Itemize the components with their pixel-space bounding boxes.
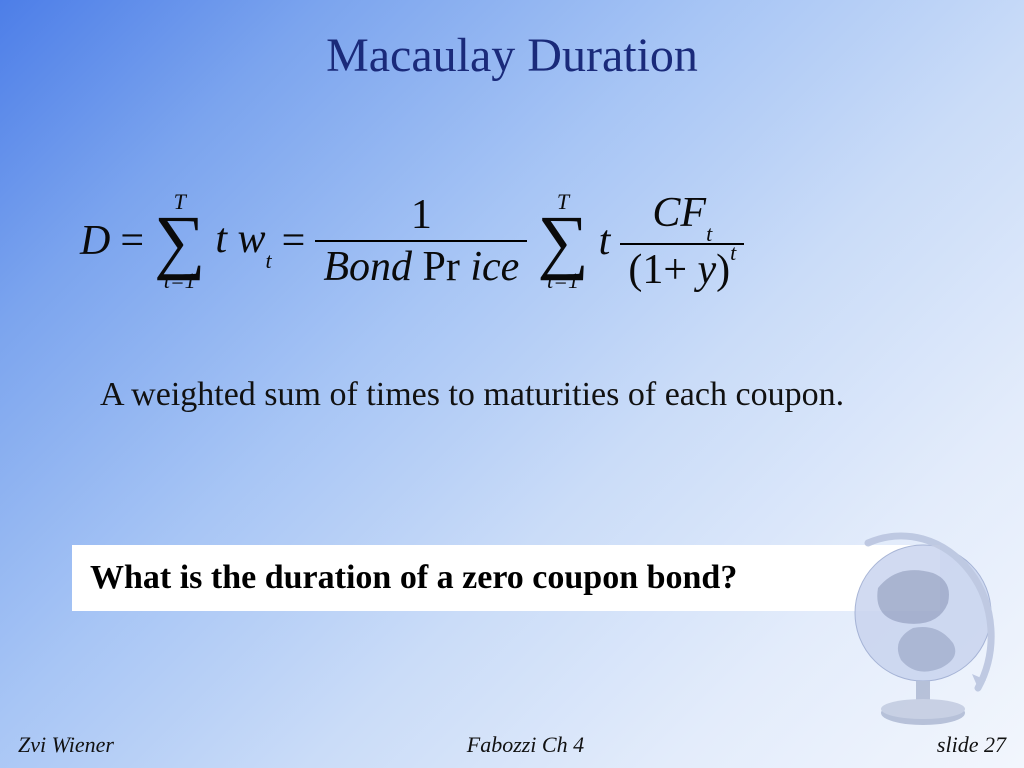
sum2-t: t <box>599 217 611 265</box>
frac1-den-post: ice <box>470 244 519 290</box>
frac1-bar <box>315 240 527 242</box>
frac2-den-close: ) <box>716 247 730 293</box>
sigma-icon-2: ∑ <box>537 213 588 271</box>
duration-formula: D = T ∑ t=1 t wt = 1 Bond Pr ice T ∑ <box>80 190 964 320</box>
formula-row: D = T ∑ t=1 t wt = 1 Bond Pr ice T ∑ <box>80 190 964 293</box>
sum1-w-sub: t <box>266 248 272 273</box>
frac-bondprice: 1 Bond Pr ice <box>315 192 527 290</box>
sum1-w: w <box>238 216 266 262</box>
frac2-bar <box>620 243 744 245</box>
frac1-den: Bond Pr ice <box>315 244 527 290</box>
sum1-t: t <box>215 216 227 262</box>
sum-2: T ∑ t=1 <box>537 191 588 293</box>
question-box: What is the duration of a zero coupon bo… <box>72 545 940 611</box>
sum1-lower: t=1 <box>164 270 196 292</box>
sum2-lower: t=1 <box>547 270 579 292</box>
sum-1: T ∑ t=1 <box>154 191 205 293</box>
equals-1: = <box>120 217 144 265</box>
formula-lhs: D <box>80 217 110 265</box>
frac2-num: CFt <box>644 190 720 241</box>
frac2-den: (1+ y)t <box>620 247 744 293</box>
frac2-num-sub: t <box>706 221 712 246</box>
sigma-icon: ∑ <box>154 213 205 271</box>
footer-center: Fabozzi Ch 4 <box>467 732 584 758</box>
frac2-den-sup: t <box>730 240 736 265</box>
footer-left: Zvi Wiener <box>18 732 114 758</box>
description-text: A weighted sum of times to maturities of… <box>100 370 904 419</box>
globe-icon <box>818 518 1018 728</box>
footer-right: slide 27 <box>937 732 1006 758</box>
frac2-den-plus: + <box>663 247 687 293</box>
frac2-den-open: (1 <box>628 247 663 293</box>
slide-title: Macaulay Duration <box>0 28 1024 83</box>
frac-cf: CFt (1+ y)t <box>620 190 744 293</box>
frac1-den-mid: Pr <box>423 244 460 290</box>
sum1-body: t wt <box>215 215 271 267</box>
frac2-den-y: y <box>698 247 717 293</box>
frac2-num-main: CF <box>652 190 706 236</box>
slide: Macaulay Duration D = T ∑ t=1 t wt = 1 B… <box>0 0 1024 768</box>
frac1-den-pre: Bond <box>323 244 412 290</box>
footer: Zvi Wiener Fabozzi Ch 4 slide 27 <box>18 732 1006 758</box>
equals-2: = <box>282 217 306 265</box>
frac1-num: 1 <box>403 192 440 238</box>
